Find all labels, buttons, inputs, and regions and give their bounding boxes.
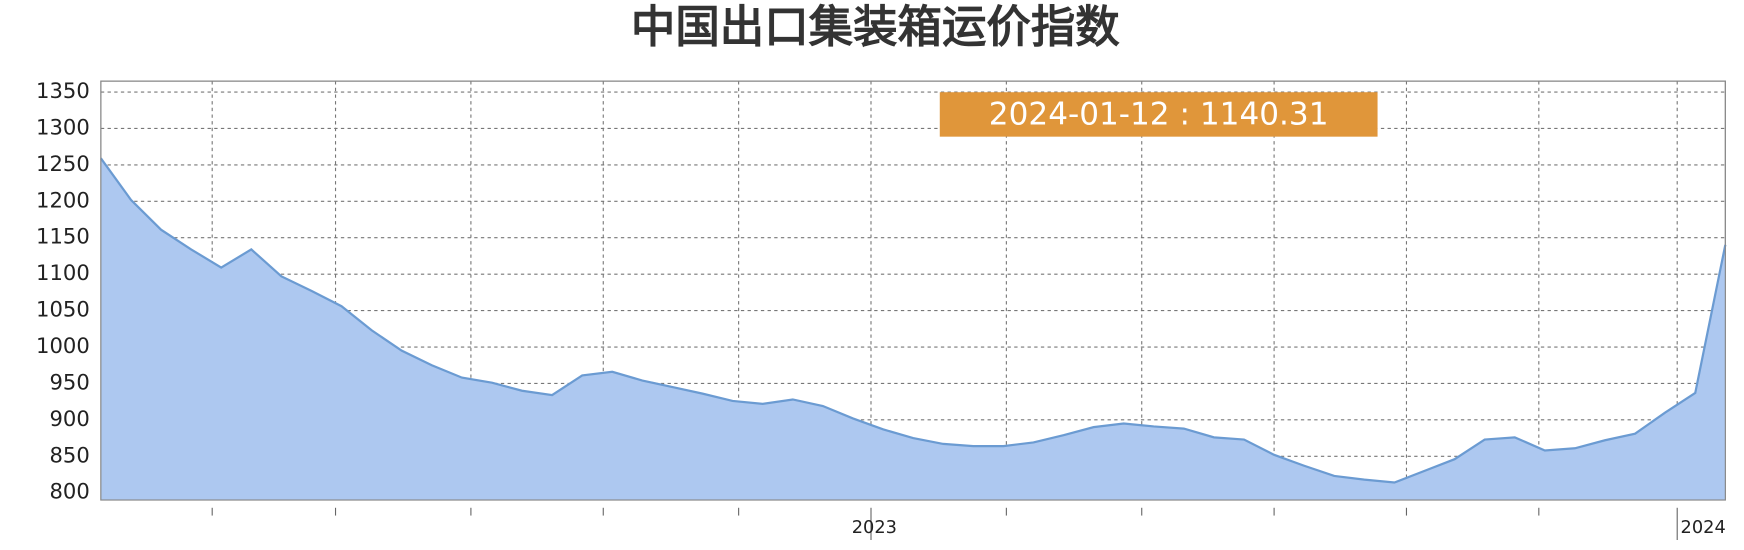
y-tick-label: 1350 (36, 78, 90, 103)
tooltip: 2024-01-12 : 1140.31 (989, 97, 1329, 133)
y-tick-label: 800 (49, 479, 89, 504)
y-tick-label: 950 (49, 369, 89, 394)
plot-border (100, 80, 1726, 501)
y-tick-label: 1150 (36, 224, 90, 249)
y-tick-label: 1100 (36, 260, 90, 285)
y-tick-label: 1200 (36, 187, 90, 212)
area-line (99, 157, 1727, 484)
tooltip-box (939, 92, 1378, 137)
x-tick-label: 2023 (852, 518, 897, 538)
y-tick-label: 1000 (36, 333, 90, 358)
y-tick-label: 850 (49, 442, 89, 467)
y-tick-label: 900 (49, 406, 89, 431)
x-tick-label: 2024 (1681, 518, 1726, 538)
y-tick-label: 1300 (36, 114, 90, 139)
y-tick-label: 1050 (36, 297, 90, 322)
chart-title: 中国出口集装箱运价指数 (631, 2, 1120, 53)
area (100, 158, 1726, 500)
y-tick-label: 1250 (36, 151, 90, 176)
